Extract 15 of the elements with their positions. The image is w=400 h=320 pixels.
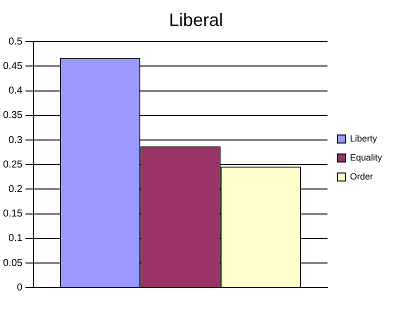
y-tick-label: 0.2 [8,184,23,195]
y-tick-label: 0 [16,282,23,294]
y-tick-label: 0.05 [2,258,23,269]
y-tick-label: 0.25 [2,159,23,170]
legend-label: Liberty [350,133,378,144]
legend-label: Order [350,171,373,182]
y-tick-label: 0.5 [8,36,23,48]
y-tick-label: 0.15 [2,208,23,220]
y-tick-label: 0.35 [2,110,23,122]
legend-label: Equality [350,152,382,162]
y-tick-label: 0.3 [8,134,23,146]
y-tick-label: 0.45 [2,60,23,72]
y-tick-label: 0.1 [8,233,23,244]
y-tick-label: 0.4 [8,86,23,97]
chart-title: Liberal [168,10,224,30]
